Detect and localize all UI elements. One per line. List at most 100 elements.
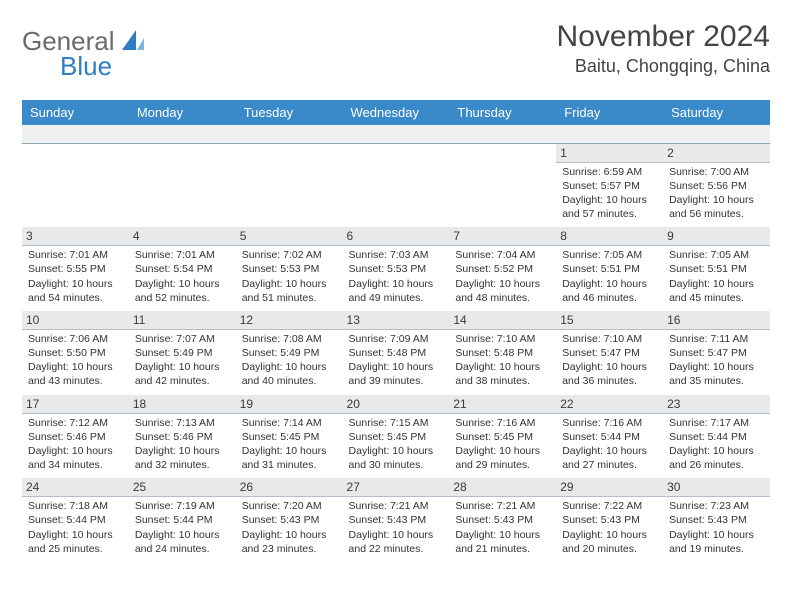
day-cell: 28Sunrise: 7:21 AMSunset: 5:43 PMDayligh… <box>449 478 556 562</box>
info-line: Sunrise: 7:17 AM <box>669 416 764 430</box>
day-number: 21 <box>449 395 556 414</box>
info-line: Daylight: 10 hours <box>669 444 764 458</box>
day-number: 16 <box>663 311 770 330</box>
day-info: Sunrise: 7:06 AMSunset: 5:50 PMDaylight:… <box>28 332 123 389</box>
info-line: and 51 minutes. <box>242 291 337 305</box>
day-number: 4 <box>129 227 236 246</box>
day-info: Sunrise: 7:03 AMSunset: 5:53 PMDaylight:… <box>349 248 444 305</box>
day-cell: 9 Sunrise: 7:05 AMSunset: 5:51 PMDaylight… <box>663 227 770 311</box>
day-number: 28 <box>449 478 556 497</box>
day-number: 17 <box>22 395 129 414</box>
week-row: 10 Sunrise: 7:06 AMSunset: 5:50 PMDayligh… <box>22 311 770 395</box>
info-line: Sunrise: 7:10 AM <box>455 332 550 346</box>
day-number: 10 <box>22 311 129 330</box>
day-cell: 17Sunrise: 7:12 AMSunset: 5:46 PMDayligh… <box>22 395 129 479</box>
day-info: Sunrise: 7:14 AMSunset: 5:45 PMDaylight:… <box>242 416 337 473</box>
info-line: Daylight: 10 hours <box>242 277 337 291</box>
day-cell: 16 Sunrise: 7:11 AMSunset: 5:47 PMDayligh… <box>663 311 770 395</box>
day-number: 11 <box>129 311 236 330</box>
day-cell: 19Sunrise: 7:14 AMSunset: 5:45 PMDayligh… <box>236 395 343 479</box>
info-line: Daylight: 10 hours <box>28 528 123 542</box>
info-line: and 36 minutes. <box>562 374 657 388</box>
weekday-wednesday: Wednesday <box>343 100 450 125</box>
day-info: Sunrise: 7:10 AMSunset: 5:48 PMDaylight:… <box>455 332 550 389</box>
day-info: Sunrise: 7:10 AMSunset: 5:47 PMDaylight:… <box>562 332 657 389</box>
info-line: Sunrise: 7:05 AM <box>562 248 657 262</box>
info-line: Daylight: 10 hours <box>562 360 657 374</box>
info-line: and 22 minutes. <box>349 542 444 556</box>
info-line: Sunrise: 7:21 AM <box>455 499 550 513</box>
day-number: 6 <box>343 227 450 246</box>
day-number: 13 <box>343 311 450 330</box>
info-line: Sunset: 5:47 PM <box>669 346 764 360</box>
info-line: Daylight: 10 hours <box>135 277 230 291</box>
day-info: Sunrise: 7:11 AMSunset: 5:47 PMDaylight:… <box>669 332 764 389</box>
info-line: and 24 minutes. <box>135 542 230 556</box>
day-info: Sunrise: 7:01 AMSunset: 5:55 PMDaylight:… <box>28 248 123 305</box>
info-line: and 19 minutes. <box>669 542 764 556</box>
info-line: Sunrise: 7:12 AM <box>28 416 123 430</box>
day-cell: 8Sunrise: 7:05 AMSunset: 5:51 PMDaylight… <box>556 227 663 311</box>
day-info: Sunrise: 7:20 AMSunset: 5:43 PMDaylight:… <box>242 499 337 556</box>
day-number: 15 <box>556 311 663 330</box>
info-line: Daylight: 10 hours <box>349 528 444 542</box>
day-info: Sunrise: 7:05 AMSunset: 5:51 PMDaylight:… <box>669 248 764 305</box>
info-line: Sunset: 5:53 PM <box>242 262 337 276</box>
info-line: Sunrise: 7:05 AM <box>669 248 764 262</box>
header: General Blue November 2024 Baitu, Chongq… <box>22 20 770 82</box>
info-line: Daylight: 10 hours <box>135 528 230 542</box>
weekday-header-row: Sunday Monday Tuesday Wednesday Thursday… <box>22 100 770 125</box>
day-cell: 30Sunrise: 7:23 AMSunset: 5:43 PMDayligh… <box>663 478 770 562</box>
logo-text-blue: Blue <box>60 51 152 82</box>
info-line: Sunset: 5:57 PM <box>562 179 657 193</box>
info-line: Sunset: 5:43 PM <box>562 513 657 527</box>
info-line: and 54 minutes. <box>28 291 123 305</box>
info-line: Daylight: 10 hours <box>669 277 764 291</box>
weekday-sunday: Sunday <box>22 100 129 125</box>
info-line: Sunset: 5:45 PM <box>349 430 444 444</box>
calendar-table: Sunday Monday Tuesday Wednesday Thursday… <box>22 100 770 562</box>
info-line: Sunset: 5:52 PM <box>455 262 550 276</box>
day-info: Sunrise: 7:04 AMSunset: 5:52 PMDaylight:… <box>455 248 550 305</box>
day-info: Sunrise: 7:19 AMSunset: 5:44 PMDaylight:… <box>135 499 230 556</box>
info-line: Sunset: 5:44 PM <box>28 513 123 527</box>
weekday-monday: Monday <box>129 100 236 125</box>
day-number: 30 <box>663 478 770 497</box>
info-line: Sunrise: 7:14 AM <box>242 416 337 430</box>
day-cell: 27Sunrise: 7:21 AMSunset: 5:43 PMDayligh… <box>343 478 450 562</box>
info-line: and 30 minutes. <box>349 458 444 472</box>
day-cell <box>449 143 556 227</box>
day-cell: 12Sunrise: 7:08 AMSunset: 5:49 PMDayligh… <box>236 311 343 395</box>
day-number: 26 <box>236 478 343 497</box>
info-line: Sunset: 5:48 PM <box>455 346 550 360</box>
weekday-saturday: Saturday <box>663 100 770 125</box>
day-info: Sunrise: 7:13 AMSunset: 5:46 PMDaylight:… <box>135 416 230 473</box>
info-line: Daylight: 10 hours <box>28 360 123 374</box>
month-title: November 2024 <box>557 20 770 54</box>
info-line: Daylight: 10 hours <box>669 193 764 207</box>
day-cell: 26 Sunrise: 7:20 AMSunset: 5:43 PMDayligh… <box>236 478 343 562</box>
info-line: and 35 minutes. <box>669 374 764 388</box>
title-block: November 2024 Baitu, Chongqing, China <box>557 20 770 77</box>
info-line: and 45 minutes. <box>669 291 764 305</box>
info-line: Sunset: 5:48 PM <box>349 346 444 360</box>
day-info: Sunrise: 7:02 AMSunset: 5:53 PMDaylight:… <box>242 248 337 305</box>
info-line: Sunset: 5:55 PM <box>28 262 123 276</box>
info-line: and 49 minutes. <box>349 291 444 305</box>
info-line: and 52 minutes. <box>135 291 230 305</box>
logo: General Blue <box>22 20 152 82</box>
day-info: Sunrise: 7:07 AMSunset: 5:49 PMDaylight:… <box>135 332 230 389</box>
day-number: 23 <box>663 395 770 414</box>
info-line: Sunset: 5:56 PM <box>669 179 764 193</box>
info-line: Daylight: 10 hours <box>28 444 123 458</box>
day-number: 12 <box>236 311 343 330</box>
day-number: 27 <box>343 478 450 497</box>
day-number: 9 <box>663 227 770 246</box>
info-line: Sunrise: 7:21 AM <box>349 499 444 513</box>
info-line: and 31 minutes. <box>242 458 337 472</box>
day-cell: 23Sunrise: 7:17 AMSunset: 5:44 PMDayligh… <box>663 395 770 479</box>
info-line: Sunrise: 7:03 AM <box>349 248 444 262</box>
week-row: 1Sunrise: 6:59 AMSunset: 5:57 PMDaylight… <box>22 143 770 227</box>
info-line: and 23 minutes. <box>242 542 337 556</box>
info-line: and 34 minutes. <box>28 458 123 472</box>
